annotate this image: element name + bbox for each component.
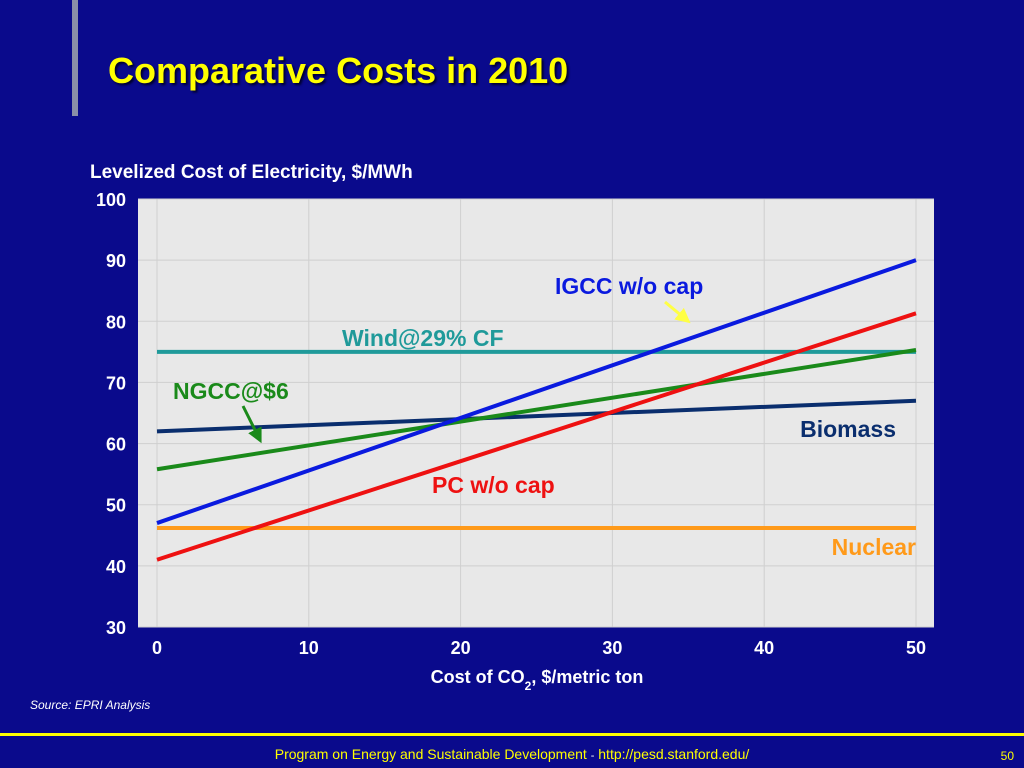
annotation-wind-29-cf: Wind@29% CF xyxy=(342,325,504,351)
x-tick-label: 40 xyxy=(754,638,774,658)
annotation-arrow-igcc-w-o-cap xyxy=(664,300,691,324)
annotation-ngcc-6: NGCC@$6 xyxy=(173,378,289,404)
footer-program: Program on Energy and Sustainable Develo… xyxy=(274,746,587,762)
footer-url[interactable]: http://pesd.stanford.edu/ xyxy=(598,746,750,762)
y-tick-label: 90 xyxy=(106,251,126,271)
footer-divider xyxy=(0,733,1024,736)
title-accent-bar xyxy=(72,0,78,116)
annotation-igcc-w-o-cap: IGCC w/o cap xyxy=(555,273,703,299)
y-tick-label: 30 xyxy=(106,618,126,638)
x-tick-label: 30 xyxy=(602,638,622,658)
x-axis-label: Cost of CO2, $/metric ton xyxy=(431,667,644,693)
y-tick-label: 70 xyxy=(106,373,126,393)
plot-area xyxy=(138,199,934,627)
y-tick-label: 50 xyxy=(106,496,126,516)
x-tick-label: 10 xyxy=(299,638,319,658)
footer-separator: - xyxy=(590,750,595,762)
x-axis-label-rest: , $/metric ton xyxy=(531,667,643,687)
annotation-arrow-ngcc-6 xyxy=(241,405,262,444)
series-line-igcc-w-o-cap xyxy=(156,258,917,525)
x-axis-label-subscript: 2 xyxy=(525,679,532,693)
series-line-pc-w-o-cap xyxy=(156,311,917,562)
y-tick-label: 60 xyxy=(106,435,126,455)
x-axis-label-main: Cost of CO xyxy=(431,667,525,687)
x-tick-label: 20 xyxy=(451,638,471,658)
y-tick-label: 40 xyxy=(106,557,126,577)
y-tick-label: 80 xyxy=(106,312,126,332)
series-line-biomass xyxy=(156,398,917,434)
annotation-pc-w-o-cap: PC w/o cap xyxy=(432,472,555,498)
line-chart: 30 40 50 60 70 80 90 100 0 10 20 30 40 50 Cost of CO2,… xyxy=(96,190,934,693)
x-tick-label: 50 xyxy=(906,638,926,658)
series-line-ngcc-6 xyxy=(156,348,917,472)
y-tick-label: 100 xyxy=(96,190,126,210)
annotation-nuclear: Nuclear xyxy=(832,534,916,560)
footer: Program on Energy and Sustainable Develo… xyxy=(0,746,1024,762)
annotation-biomass: Biomass xyxy=(800,416,896,442)
source-note: Source: EPRI Analysis xyxy=(30,698,151,712)
page-number: 50 xyxy=(1000,749,1014,763)
y-axis-label: Levelized Cost of Electricity, $/MWh xyxy=(90,162,413,183)
x-tick-label: 0 xyxy=(152,638,162,658)
slide-title: Comparative Costs in 2010 xyxy=(108,50,569,91)
